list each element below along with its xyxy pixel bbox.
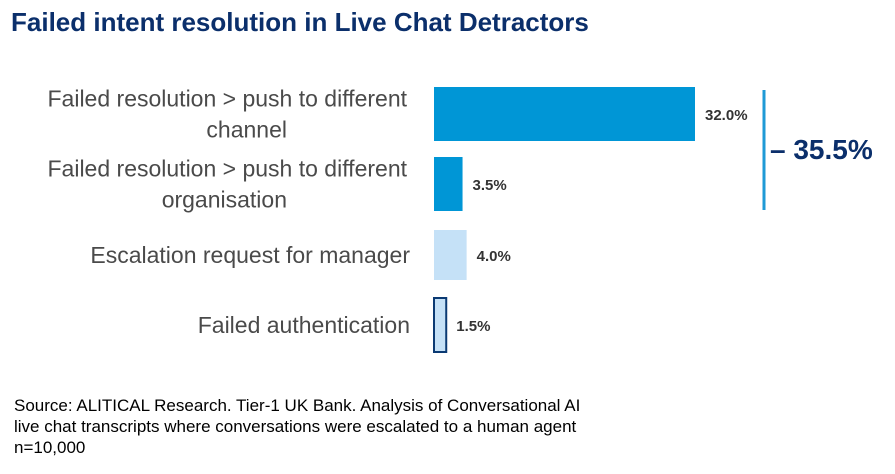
value-label-1: 3.5% <box>473 177 507 194</box>
category-label-1-line-1: organisation <box>162 187 287 213</box>
bar-3 <box>433 297 448 353</box>
source-line-3: n=10,000 <box>14 438 86 457</box>
value-label-3: 1.5% <box>456 318 490 335</box>
bar-chart: 32.0% Failed resolution > push to differe… <box>48 86 766 353</box>
category-label-3: Failed authentication <box>198 312 410 338</box>
category-label-2: Escalation request for manager <box>90 242 410 268</box>
bar-0 <box>434 87 695 141</box>
chart-title: Failed intent resolution in Live Chat De… <box>11 7 589 37</box>
group-total-label: – 35.5% <box>770 134 873 166</box>
value-label-0: 32.0% <box>705 107 748 124</box>
source-line-1: Source: ALITICAL Research. Tier-1 UK Ban… <box>14 396 581 415</box>
category-label-0-line-0: Failed resolution > push to different <box>48 86 408 112</box>
bar-1 <box>434 157 463 211</box>
group-total-value: 35.5% <box>793 134 873 165</box>
category-label-0-line-1: channel <box>206 117 287 143</box>
category-label-1-line-0: Failed resolution > push to different <box>48 156 408 182</box>
category-label-0: Failed resolution > push to different cha… <box>48 86 408 143</box>
value-label-2: 4.0% <box>477 248 511 265</box>
category-label-1: Failed resolution > push to different org… <box>48 156 408 213</box>
bar-2 <box>434 230 467 280</box>
source-line-2: live chat transcripts where conversation… <box>14 417 577 436</box>
source-note: Source: ALITICAL Research. Tier-1 UK Ban… <box>14 395 714 458</box>
group-total-dash: – <box>770 134 794 165</box>
